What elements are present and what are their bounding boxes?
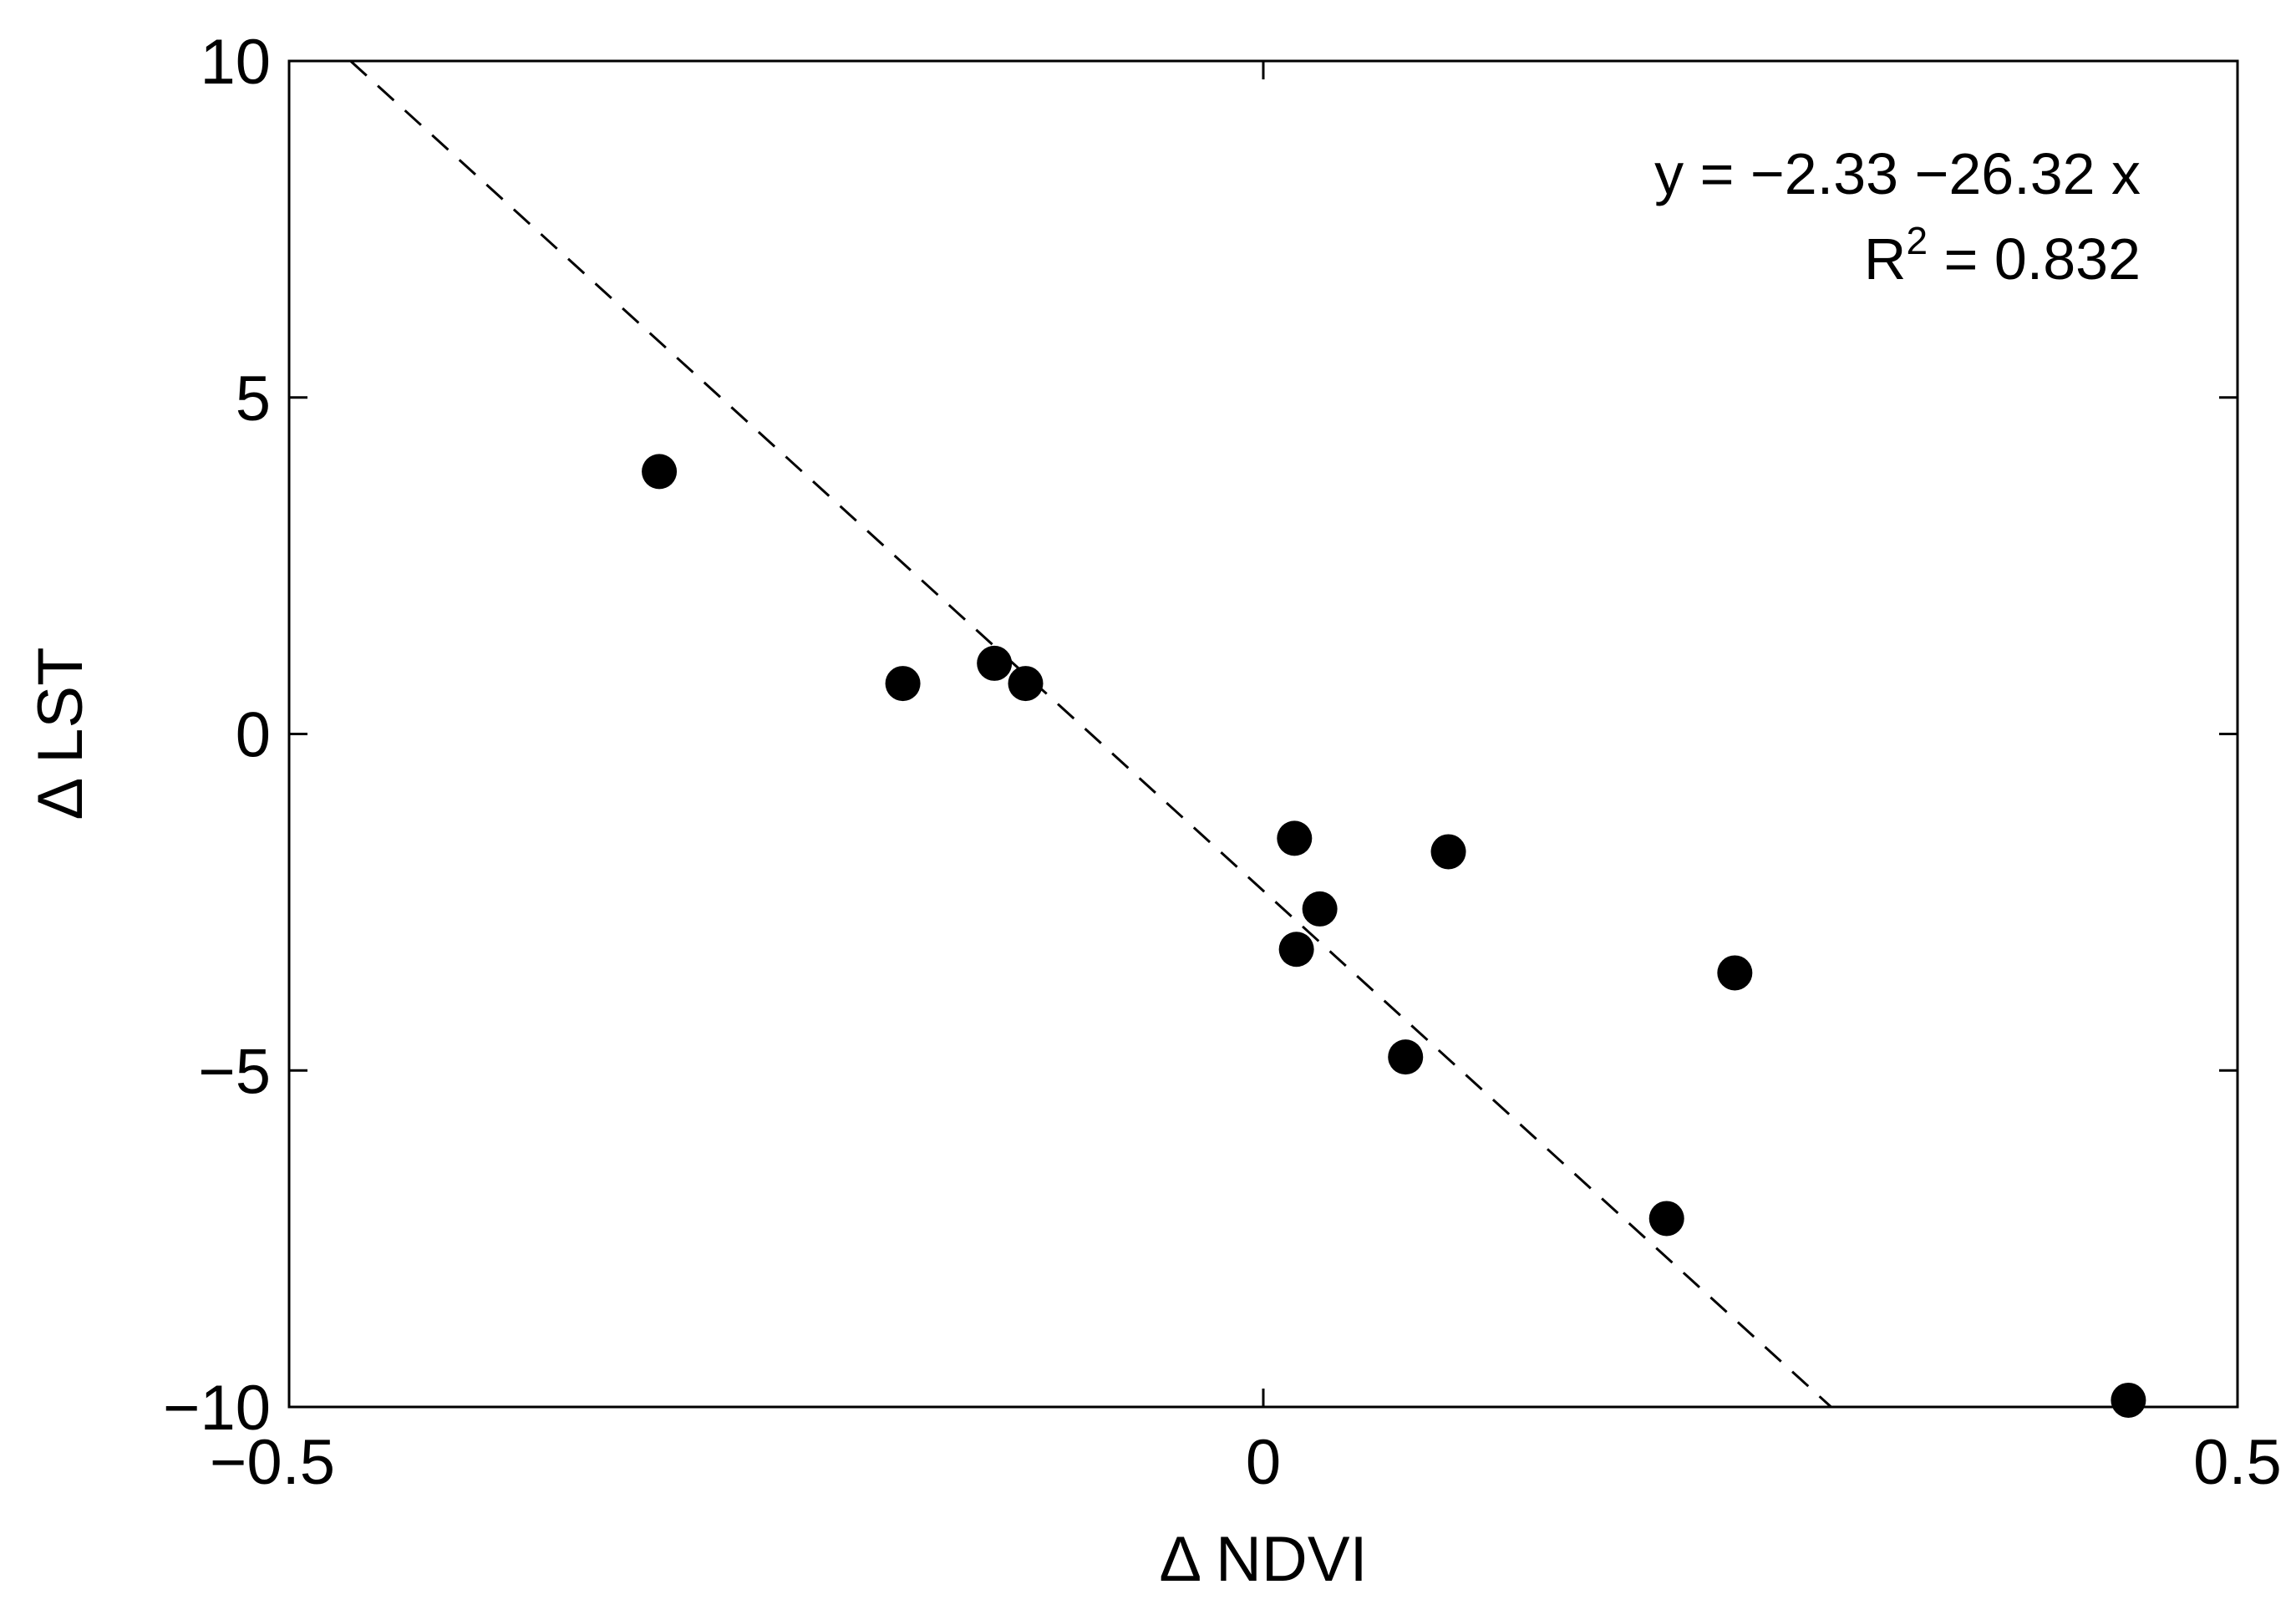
data-point — [1302, 891, 1338, 927]
data-point — [885, 666, 921, 702]
y-tick-label: 5 — [236, 363, 271, 434]
data-point — [1430, 834, 1466, 870]
axis-tick-labels: −0.5 0 0.5 −10 −5 0 5 10 — [163, 27, 2282, 1498]
y-tick-label: 0 — [236, 700, 271, 771]
x-axis-label: Δ NDVI — [1159, 1524, 1367, 1595]
data-point — [1388, 1039, 1424, 1075]
data-points — [642, 454, 2146, 1418]
axis-ticks — [287, 59, 2239, 1409]
fit-line-layer — [349, 59, 1832, 1409]
y-tick-label: −10 — [163, 1373, 271, 1444]
r-squared-value: = 0.832 — [1928, 226, 2141, 292]
r-squared-symbol: R — [1864, 226, 1907, 292]
y-tick-label: 10 — [200, 27, 271, 98]
x-tick-label: 0.5 — [2193, 1427, 2282, 1498]
y-tick-label: −5 — [198, 1036, 271, 1107]
data-point — [1277, 820, 1313, 856]
data-point — [1008, 666, 1044, 702]
regression-equation: y = −2.33 −26.32 x — [1654, 141, 2141, 206]
data-point — [977, 645, 1013, 681]
regression-line — [349, 59, 1832, 1409]
data-point — [1648, 1201, 1684, 1237]
x-tick-label: −0.5 — [210, 1427, 335, 1498]
data-point — [2111, 1382, 2146, 1418]
data-point — [642, 454, 678, 490]
r-squared-exponent: 2 — [1906, 219, 1928, 262]
r-squared-annotation: R2 = 0.832 — [1864, 219, 2141, 292]
x-tick-label: 0 — [1246, 1427, 1281, 1498]
data-point — [1717, 955, 1753, 991]
y-axis-label: Δ LST — [25, 647, 96, 820]
data-point — [1278, 932, 1314, 967]
